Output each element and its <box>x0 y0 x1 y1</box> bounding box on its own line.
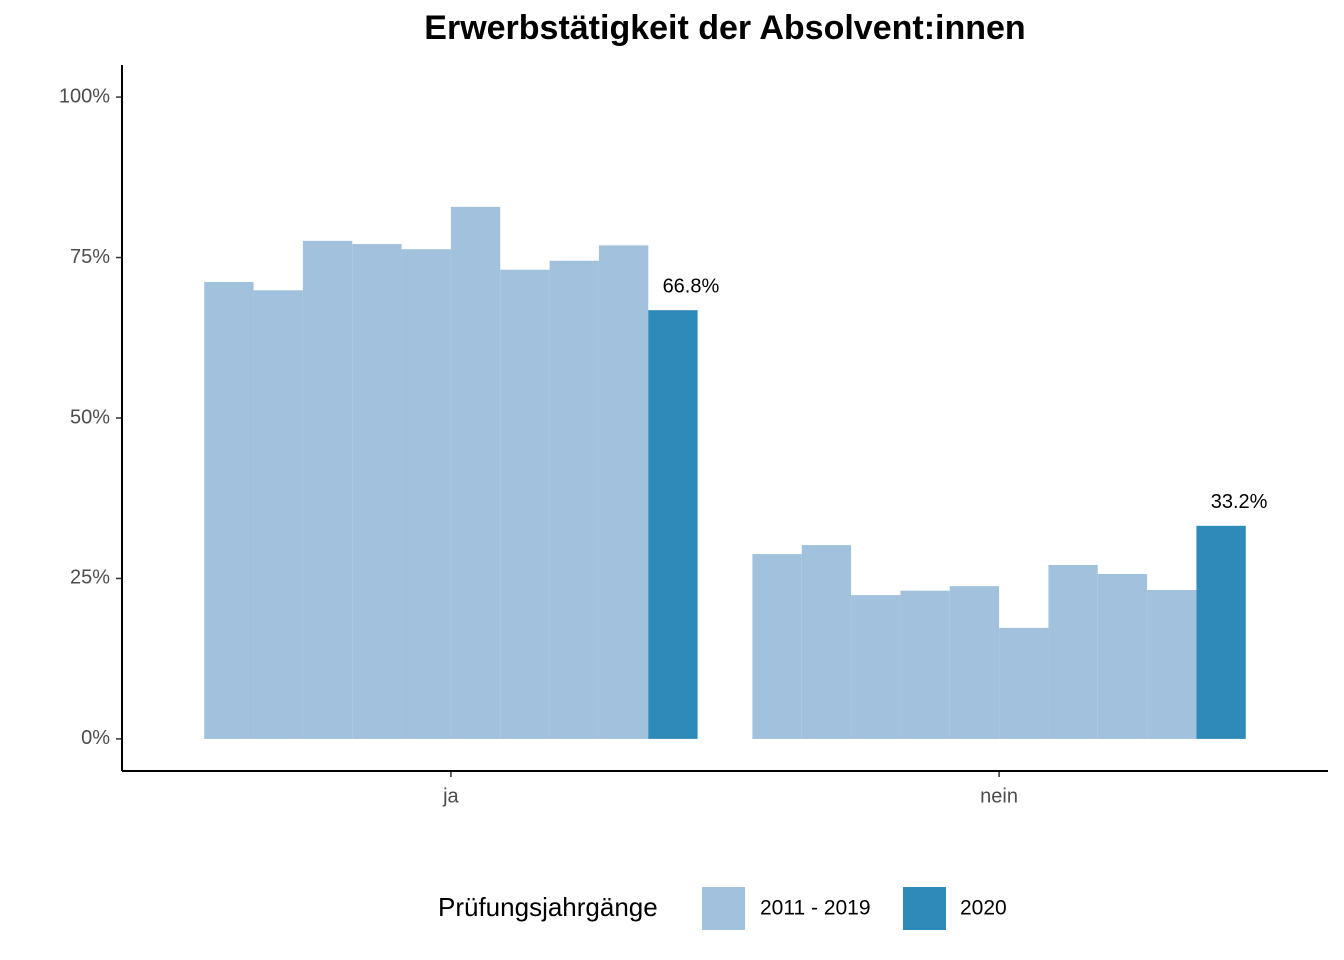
bar <box>549 260 599 739</box>
legend-swatch <box>903 887 946 930</box>
bar <box>352 244 402 739</box>
bar <box>1097 573 1148 739</box>
bar <box>752 554 802 739</box>
bar <box>801 545 852 739</box>
bar <box>450 206 501 739</box>
y-tick-label: 100% <box>59 85 110 107</box>
bar <box>1048 564 1098 739</box>
y-tick-label: 0% <box>81 727 110 749</box>
data-label: 66.8% <box>663 275 720 297</box>
bar <box>302 240 353 739</box>
data-label: 33.2% <box>1211 491 1268 513</box>
bar <box>204 281 254 739</box>
legend-swatch <box>702 887 745 930</box>
bar <box>999 627 1049 739</box>
bar <box>1196 525 1246 739</box>
bar <box>253 290 303 739</box>
x-tick-label: nein <box>980 785 1018 807</box>
x-tick-label: ja <box>442 785 459 807</box>
legend-label: 2011 - 2019 <box>760 897 871 920</box>
bar <box>648 310 698 739</box>
y-tick-label: 75% <box>70 246 110 268</box>
y-tick-label: 25% <box>70 567 110 589</box>
chart-title: Erwerbstätigkeit der Absolvent:innen <box>424 9 1025 47</box>
bar <box>500 269 550 739</box>
legend-title: Prüfungsjahrgänge <box>438 892 658 922</box>
legend-label: 2020 <box>960 897 1007 920</box>
bar <box>851 595 901 739</box>
bar <box>1147 590 1197 739</box>
bar <box>949 586 1000 739</box>
bar <box>598 245 649 739</box>
bar <box>900 590 950 739</box>
y-tick-label: 50% <box>70 406 110 428</box>
bar <box>401 249 451 739</box>
